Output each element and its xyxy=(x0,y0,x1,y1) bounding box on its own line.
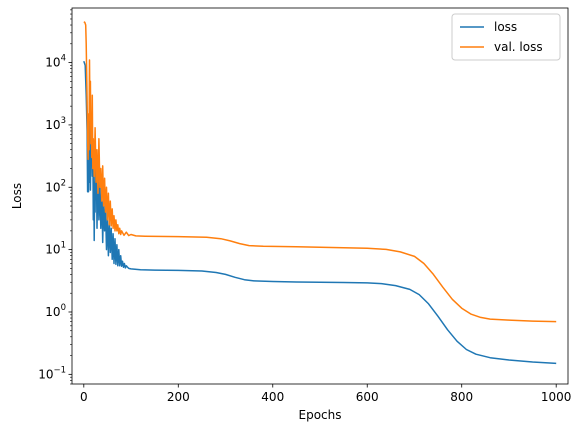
x-axis: 0 200 400 600 800 1000 xyxy=(80,384,571,404)
x-tick-label: 800 xyxy=(450,390,473,404)
y-tick-label: 10−1 xyxy=(38,365,66,381)
x-tick-label: 0 xyxy=(80,390,88,404)
series-layer xyxy=(83,21,557,365)
series-line-1 xyxy=(83,21,557,323)
y-tick-label: 103 xyxy=(45,116,66,132)
x-tick-label: 1000 xyxy=(541,390,572,404)
plot-area xyxy=(71,7,569,385)
y-tick-label: 102 xyxy=(45,178,66,194)
legend-label: val. loss xyxy=(494,40,543,54)
plot-frame xyxy=(71,7,569,385)
y-axis-title: Loss xyxy=(10,183,24,209)
y-tick-label: 101 xyxy=(45,241,66,257)
legend: loss val. loss xyxy=(451,13,561,61)
legend-box xyxy=(451,13,561,61)
x-axis-title: Epochs xyxy=(299,408,342,422)
x-tick-label: 400 xyxy=(261,390,284,404)
y-tick-label: 104 xyxy=(45,54,66,70)
x-tick-label: 600 xyxy=(356,390,379,404)
legend-label: loss xyxy=(494,20,517,34)
y-tick-label: 100 xyxy=(45,303,66,319)
x-tick-label: 200 xyxy=(167,390,190,404)
y-axis: 10−1 100 101 102 103 104 xyxy=(38,9,72,385)
